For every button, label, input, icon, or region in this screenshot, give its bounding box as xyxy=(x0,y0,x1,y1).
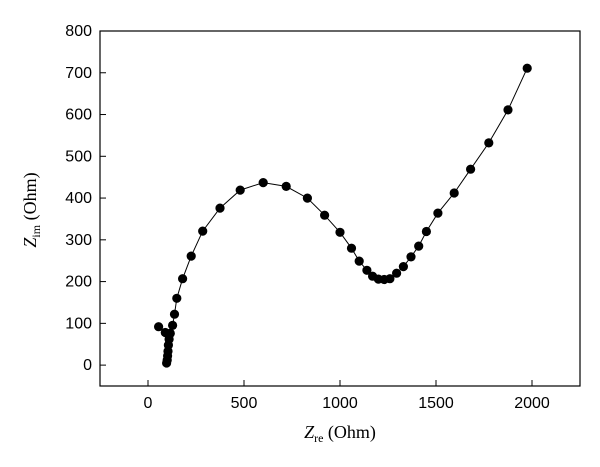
data-point xyxy=(414,241,424,251)
data-point xyxy=(154,322,164,332)
series-line xyxy=(158,67,528,364)
data-point xyxy=(178,274,188,284)
data-point xyxy=(484,138,494,148)
data-point xyxy=(302,193,312,203)
data-point xyxy=(362,265,372,275)
y-tick-label: 700 xyxy=(65,65,92,82)
data-point xyxy=(406,252,416,262)
data-point xyxy=(186,251,196,261)
y-tick-label: 300 xyxy=(65,232,92,249)
data-point xyxy=(235,185,245,195)
data-point xyxy=(172,293,182,303)
data-point xyxy=(168,320,178,330)
y-tick-label: 600 xyxy=(65,107,92,124)
data-point xyxy=(354,256,364,266)
data-point xyxy=(522,63,532,73)
y-tick-label: 400 xyxy=(65,190,92,207)
x-tick-label: 1500 xyxy=(418,395,454,412)
x-axis-label: Zre (Ohm) xyxy=(304,422,376,445)
data-point xyxy=(165,328,175,338)
data-point xyxy=(392,268,402,278)
x-tick-label: 2000 xyxy=(514,395,550,412)
y-tick-label: 0 xyxy=(83,357,92,374)
data-point xyxy=(258,178,268,188)
x-tick-label: 0 xyxy=(144,395,153,412)
y-axis-label: Zim (Ohm) xyxy=(20,172,43,247)
axis-ticks: 0 500 1000 1500 2000 0 100 200 300 400 500 600 700 80… xyxy=(65,23,550,412)
data-point xyxy=(433,208,443,218)
data-point xyxy=(281,181,291,191)
data-point xyxy=(215,203,225,213)
data-series xyxy=(154,63,532,368)
data-point xyxy=(320,210,330,220)
x-tick-label: 1000 xyxy=(322,395,358,412)
data-point xyxy=(335,227,345,237)
data-point xyxy=(421,226,431,237)
y-tick-label: 200 xyxy=(65,274,92,291)
y-tick-label: 100 xyxy=(65,315,92,332)
data-point xyxy=(346,243,357,253)
data-point xyxy=(398,262,408,272)
data-point xyxy=(503,105,513,115)
data-point xyxy=(449,188,459,198)
data-point xyxy=(466,164,476,174)
y-tick-label: 500 xyxy=(65,148,92,165)
x-tick-label: 500 xyxy=(231,395,258,412)
y-tick-label: 800 xyxy=(65,23,92,40)
data-point xyxy=(385,274,395,284)
data-point xyxy=(198,226,208,236)
data-point xyxy=(169,309,180,319)
